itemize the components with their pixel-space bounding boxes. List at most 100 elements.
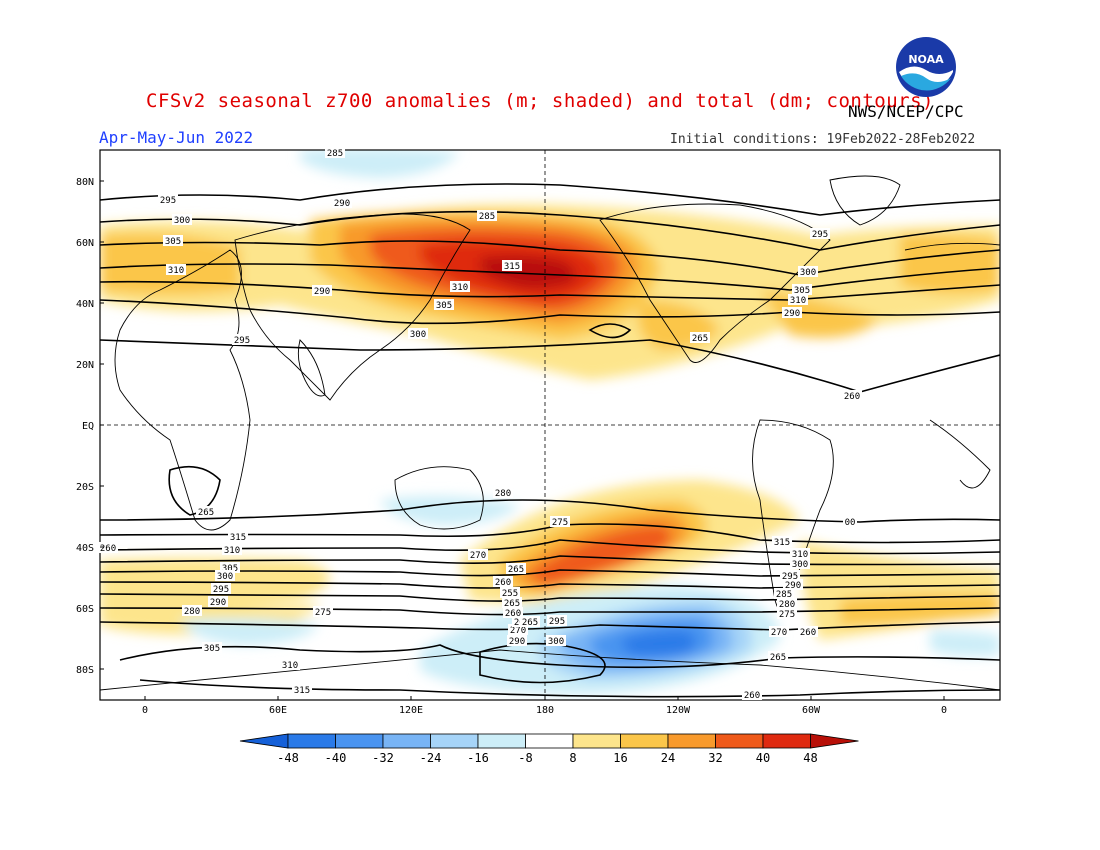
contour-label: 275 xyxy=(779,610,795,620)
contour-label: 300 xyxy=(792,560,808,570)
contour-label-bg xyxy=(798,266,818,277)
contour-label-bg xyxy=(502,597,522,608)
contour-label-bg xyxy=(500,587,520,598)
lat-label: 60N xyxy=(76,238,94,249)
contour-label-bg xyxy=(202,642,222,653)
contour-label: 280 xyxy=(184,607,200,617)
contour-label: 265 xyxy=(692,334,708,344)
contour-label: 260 xyxy=(800,628,816,638)
contour-label-bg xyxy=(792,284,812,295)
contour-label-bg xyxy=(98,542,118,553)
contour-label-bg xyxy=(477,210,497,221)
contour-label-bg xyxy=(208,596,228,607)
colorbar-label: -48 xyxy=(277,751,299,765)
noaa-logo-icon: NOAA xyxy=(896,37,956,97)
lon-label: 120W xyxy=(666,705,691,716)
contour-label-bg xyxy=(493,576,513,587)
colorbar-arrow-right xyxy=(810,733,859,749)
contour-label-bg xyxy=(468,549,488,560)
colorbar-segment xyxy=(382,733,431,749)
contour-label: 275 xyxy=(315,608,331,618)
lon-label: 60E xyxy=(269,705,287,716)
contour-label-bg xyxy=(313,606,333,617)
contour-label: 305 xyxy=(204,644,220,654)
contour-label: 260 xyxy=(505,609,521,619)
contour-label: 310 xyxy=(224,546,240,556)
contour-label-bg xyxy=(158,194,178,205)
colorbar-segment xyxy=(287,733,336,749)
colorbar-segment xyxy=(430,733,479,749)
colorbar-label: 32 xyxy=(708,751,722,765)
contour-label-bg xyxy=(228,531,248,542)
colorbar-label: -32 xyxy=(372,751,394,765)
contour-label: 295 xyxy=(782,572,798,582)
contour-label: 265 xyxy=(198,508,214,518)
colorbar-label: 16 xyxy=(613,751,627,765)
contour-label: 280 xyxy=(495,489,511,499)
colorbar-label: 40 xyxy=(756,751,770,765)
contour-label: 295 xyxy=(160,196,176,206)
colorbar-segment xyxy=(667,733,716,749)
lat-label: 40N xyxy=(76,299,94,310)
colorbar-label: 48 xyxy=(803,751,817,765)
contour-label-bg xyxy=(292,684,312,695)
contour-label: 305 xyxy=(794,286,810,296)
contour-label: 275 xyxy=(552,518,568,528)
contour-label: 285 xyxy=(479,212,495,222)
contour-label-bg xyxy=(790,548,810,559)
contour-label-bg xyxy=(280,659,300,670)
contour-label: 300 xyxy=(174,216,190,226)
contour-label-bg xyxy=(843,516,857,527)
contour-label: 260 xyxy=(100,544,116,554)
contour-label-bg xyxy=(503,607,523,618)
contour-label: 270 xyxy=(771,628,787,638)
contour-label: 295 xyxy=(234,336,250,346)
colorbar-label: -24 xyxy=(420,751,442,765)
contour-label-bg xyxy=(790,558,810,569)
contour-label-bg xyxy=(772,536,792,547)
colorbar-segment xyxy=(525,733,574,749)
contour-label-bg xyxy=(842,390,862,401)
contour-label: 305 xyxy=(165,237,181,247)
contour-label-bg xyxy=(232,334,252,345)
contour-label: 310 xyxy=(168,266,184,276)
lat-label: 80N xyxy=(76,177,94,188)
initial-conditions: Initial conditions: 19Feb2022-28Feb2022 xyxy=(670,132,976,147)
contour-label-bg xyxy=(211,583,231,594)
contour-label-bg xyxy=(742,689,762,700)
season-label: Apr-May-Jun 2022 xyxy=(99,128,254,147)
contour-label-bg xyxy=(769,626,789,637)
contour-label-bg xyxy=(783,579,803,590)
contour-label-bg xyxy=(690,332,710,343)
contour-label: 315 xyxy=(294,686,310,696)
contour-label: 265 xyxy=(770,653,786,663)
contour-label: 300 xyxy=(410,330,426,340)
contour-label: 305 xyxy=(436,301,452,311)
contour-label-bg xyxy=(507,635,527,646)
colorbar-label: -40 xyxy=(325,751,347,765)
contour-label: 270 xyxy=(510,626,526,636)
contour-label-bg xyxy=(520,616,540,627)
lon-label: 180 xyxy=(536,705,554,716)
lon-label: 60W xyxy=(802,705,821,716)
logo-text: NOAA xyxy=(908,53,944,66)
contour-label: 295 xyxy=(213,585,229,595)
contour-label: 300 xyxy=(548,637,564,647)
contour-label-bg xyxy=(508,624,528,635)
agency-label: NWS/NCEP/CPC xyxy=(848,102,964,121)
contour-label-bg xyxy=(434,299,454,310)
colorbar-segment xyxy=(477,733,526,749)
contour-label: 290 xyxy=(210,598,226,608)
colorbar-arrow-left xyxy=(239,733,289,749)
lat-label: EQ xyxy=(82,421,94,432)
contour-label: 265 xyxy=(522,618,538,628)
longitude-labels: 0 60E 120E 180 120W 60W 0 xyxy=(142,696,947,716)
contour-label-bg xyxy=(332,197,352,208)
contour-label: 260 xyxy=(495,578,511,588)
contour-label-bg xyxy=(325,147,345,158)
contour-label: 290 xyxy=(334,199,350,209)
contour-label-bg xyxy=(215,570,235,581)
colorbar-segment xyxy=(620,733,669,749)
contour-label: 290 xyxy=(314,287,330,297)
